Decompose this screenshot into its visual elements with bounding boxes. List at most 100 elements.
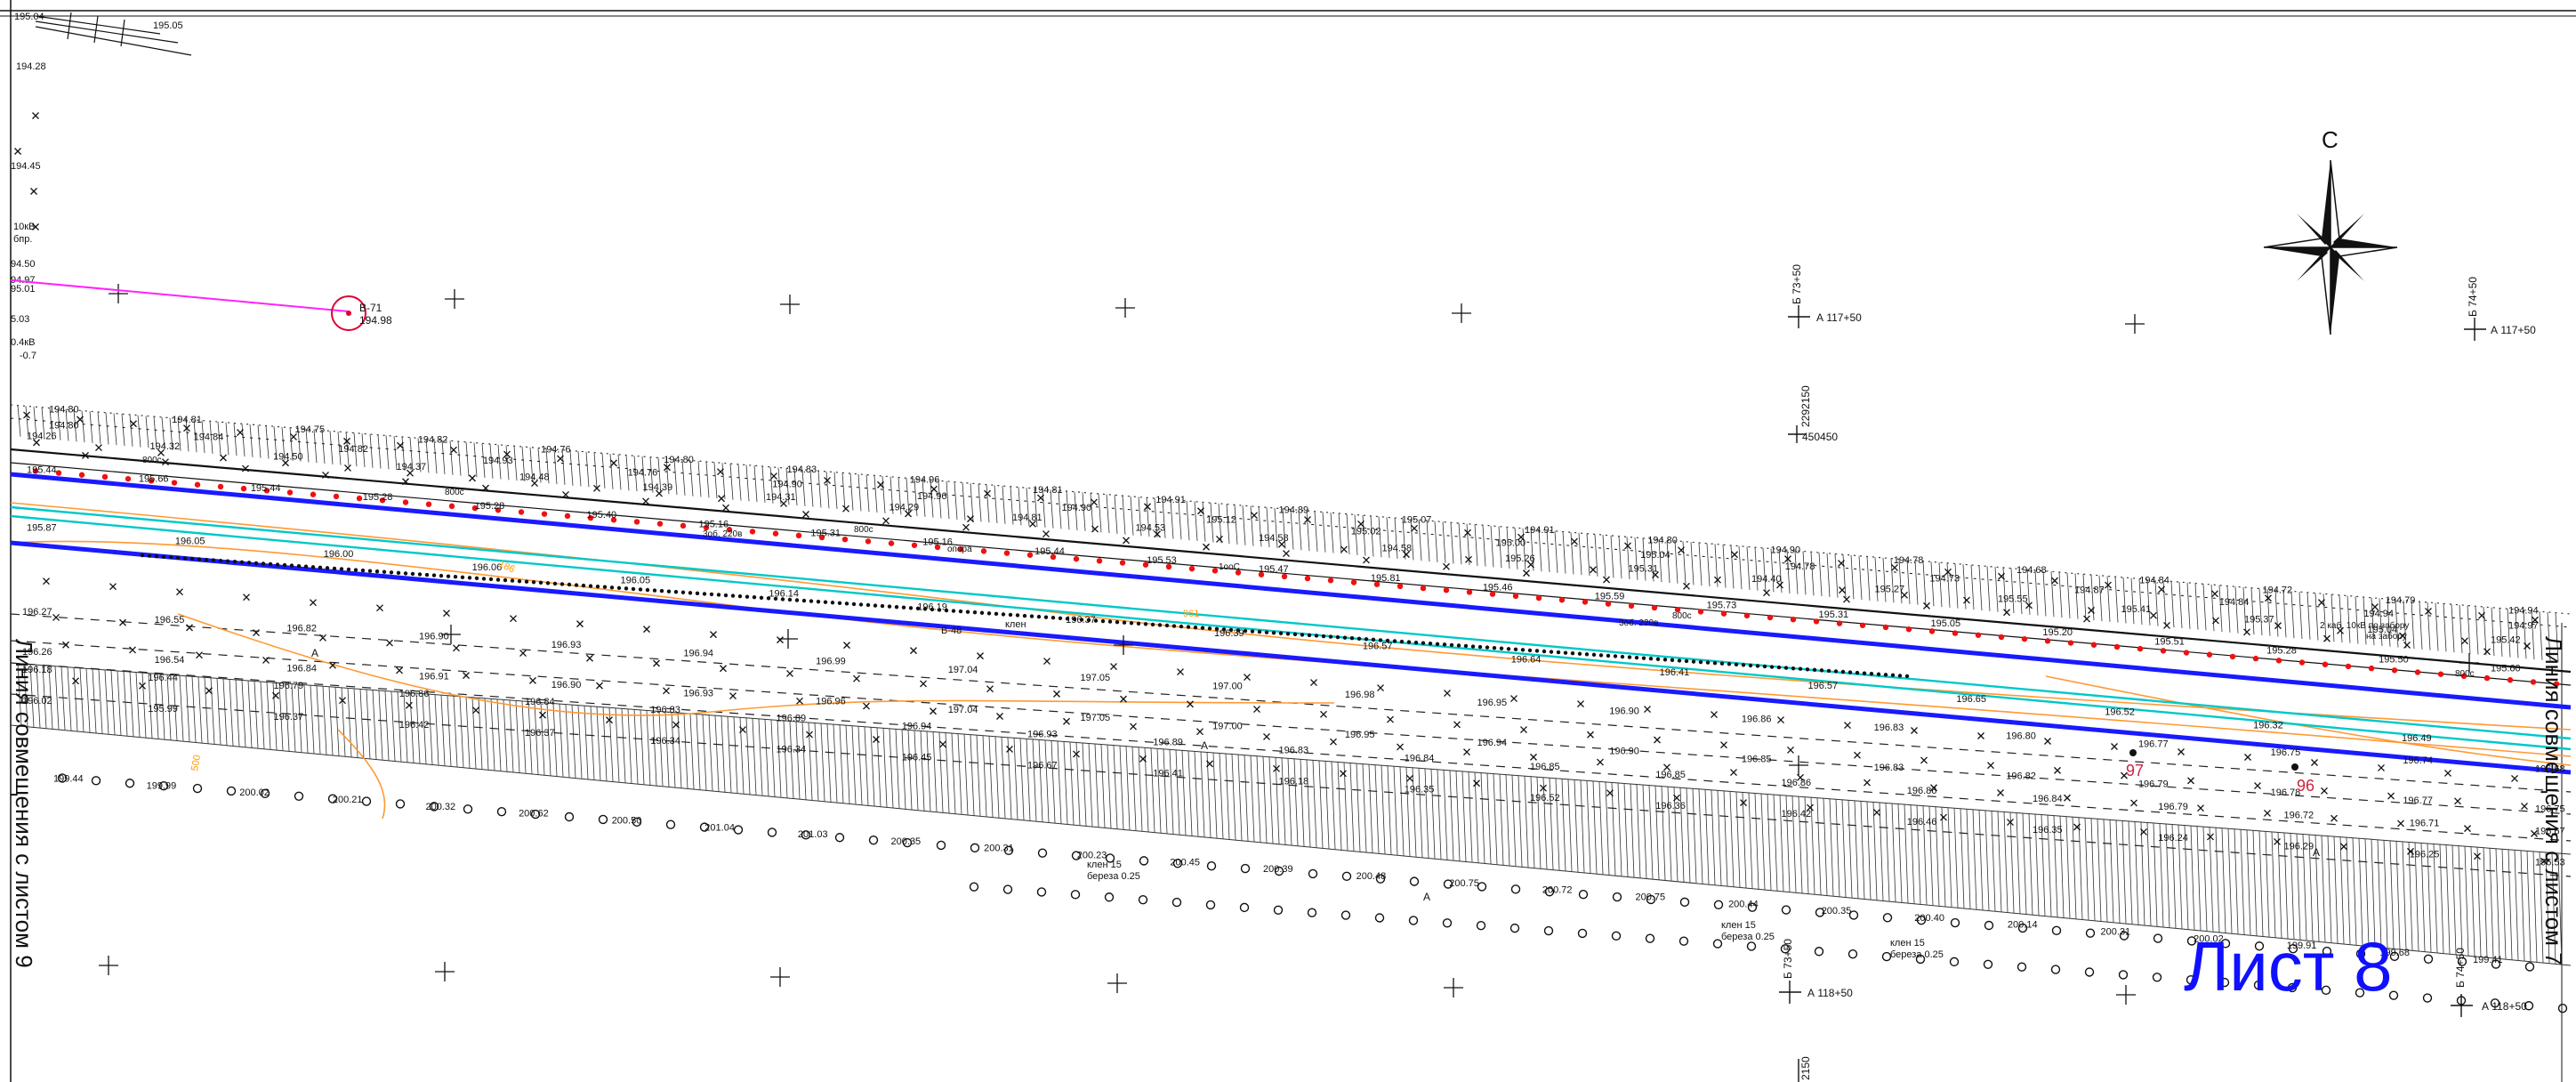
station-a117-left: А 117+50 xyxy=(1816,311,1862,324)
elevation-label: 194.81 xyxy=(1033,485,1063,496)
elevation-label: 196.82 xyxy=(286,623,317,634)
well-elevation: 194.98 xyxy=(359,314,392,327)
margin-note: 95.01 xyxy=(11,284,36,295)
elevation-label: 195.73 xyxy=(1707,601,1737,611)
elevation-label: 195.42 xyxy=(2491,635,2521,646)
utility-note: 800c xyxy=(1672,611,1692,621)
elevation-label: 196.67 xyxy=(1027,760,1058,771)
elevation-label: 196.85 xyxy=(1742,755,1772,765)
elevation-label: 195.00 xyxy=(1495,538,1525,549)
misc-label: В-48 xyxy=(941,626,962,636)
elevation-label: 197.00 xyxy=(1212,722,1243,732)
elevation-label: 195.16 xyxy=(698,519,729,529)
elevation-label: 196.82 xyxy=(2006,771,2036,781)
elevation-label: 195.27 xyxy=(1875,584,1905,594)
elevation-label: 196.89 xyxy=(1153,738,1183,748)
left-match-line-label: Линия совмещения с листом 9 xyxy=(11,639,37,968)
elevation-label: 194.37 xyxy=(397,462,427,472)
elevation-label: 196.54 xyxy=(155,655,185,666)
elevation-label: 196.25 xyxy=(2410,849,2440,860)
elevation-label: 200.39 xyxy=(1263,864,1293,875)
well-name: В-71 xyxy=(359,302,382,314)
elevation-label: 196.37 xyxy=(274,712,304,723)
margin-note: -0.7 xyxy=(20,351,36,361)
water-line xyxy=(11,507,2571,749)
elevation-label: 194.76 xyxy=(628,467,658,478)
elevation-label: 196.42 xyxy=(399,720,430,731)
elevation-label: 194.73 xyxy=(1929,573,1960,584)
elevation-label: 194.31 xyxy=(766,492,796,503)
elevation-label: 194.84 xyxy=(2219,597,2250,608)
margin-note: 195.04 xyxy=(14,12,44,22)
elevation-label: 196.80 xyxy=(2006,731,2036,741)
misc-label: А xyxy=(1423,891,1430,903)
elevation-label: 194.90 xyxy=(772,480,802,490)
margin-note: 194.28 xyxy=(16,61,46,72)
elevation-label: 195.55 xyxy=(1998,594,2028,605)
vegetation-note: клен 15 xyxy=(1721,920,1756,931)
elevation-label: 196.14 xyxy=(769,589,799,600)
elevation-label: 196.49 xyxy=(2402,733,2432,744)
elevation-label: 196.91 xyxy=(419,672,449,682)
station-a118-right: А 118+50 xyxy=(2482,1000,2527,1013)
elevation-label: 196.64 xyxy=(1511,654,1542,665)
elevation-label: 194.72 xyxy=(2263,585,2293,596)
elevation-label: 200.31 xyxy=(2101,927,2131,938)
misc-label: 500 xyxy=(189,754,203,771)
elevation-label: 194.96 xyxy=(910,475,940,486)
misc-label: А xyxy=(2313,846,2320,859)
elevation-label: 196.29 xyxy=(2284,841,2314,852)
elevation-label: 194.79 xyxy=(2386,595,2416,606)
elevation-label: 196.00 xyxy=(324,549,354,560)
elevation-label: 196.94 xyxy=(902,721,932,731)
elevation-label: 196.45 xyxy=(902,752,932,763)
elevation-label: 196.96 xyxy=(816,697,846,707)
elevation-label: 196.83 xyxy=(650,705,680,715)
north-arrow-icon: С xyxy=(2264,126,2397,335)
elevation-label: 196.52 xyxy=(1530,793,1560,803)
vegetation-note: береза 0.25 xyxy=(1087,871,1140,882)
vegetation-note: клен 15 xyxy=(1890,938,1925,949)
elevation-label: 195.31 xyxy=(1819,610,1849,620)
elevation-label: 194.58 xyxy=(1259,533,1289,544)
elevation-label: 196.93 xyxy=(551,640,582,650)
utility-note: 800c xyxy=(854,525,873,535)
elevation-label: 196.84 xyxy=(286,663,317,674)
elevation-label: 196.52 xyxy=(2105,707,2135,718)
elevation-label: 196.86 xyxy=(1907,786,1937,796)
misc-label: 96 xyxy=(2297,777,2314,795)
elevation-label: 194.50 xyxy=(273,451,303,462)
station-pk-74-bottom: Б 74+50 xyxy=(2454,948,2467,988)
elevation-label: 194.39 xyxy=(643,482,673,493)
elevation-label: 194.81 xyxy=(1012,513,1042,523)
elevation-label: 194.87 xyxy=(2074,585,2105,596)
misc-label: клен xyxy=(1005,619,1026,630)
elevation-label: 196.57 xyxy=(1808,681,1839,691)
elevation-label: 196.85 xyxy=(1530,762,1560,772)
elevation-label: 196.18 xyxy=(1279,777,1309,787)
elevation-label: 196.19 xyxy=(917,602,947,612)
station-a118-left: А 118+50 xyxy=(1807,987,1853,999)
utility-note: на забору xyxy=(2366,631,2407,642)
vegetation-note: береза 0.25 xyxy=(1721,932,1775,942)
elevation-label: 195.60 xyxy=(2491,664,2521,674)
elevation-label: 195.53 xyxy=(1147,555,1177,566)
elevation-label: 200.21 xyxy=(333,795,363,805)
elevation-label: 196.83 xyxy=(1279,746,1309,756)
elevation-label: 194.80 xyxy=(49,405,79,416)
elevation-label: 196.85 xyxy=(1655,770,1686,780)
elevation-label: 197.00 xyxy=(1212,682,1243,692)
margin-note: 5.03 xyxy=(11,314,29,325)
elevation-label: 196.36 xyxy=(1655,801,1686,812)
elevation-label: 194.82 xyxy=(418,434,448,445)
elevation-label: 200.31 xyxy=(984,844,1014,854)
elevation-label: 196.24 xyxy=(2158,833,2188,844)
elevation-label: 196.77 xyxy=(2138,739,2169,750)
elevation-label: 195.31 xyxy=(810,528,841,538)
elevation-label: 200.02 xyxy=(239,787,270,798)
elevation-label: 200.45 xyxy=(1170,857,1200,868)
sheet-title: Лист 8 xyxy=(2184,927,2393,1005)
elevation-label: 196.89 xyxy=(777,713,807,723)
elevation-label: 196.86 xyxy=(399,689,430,699)
